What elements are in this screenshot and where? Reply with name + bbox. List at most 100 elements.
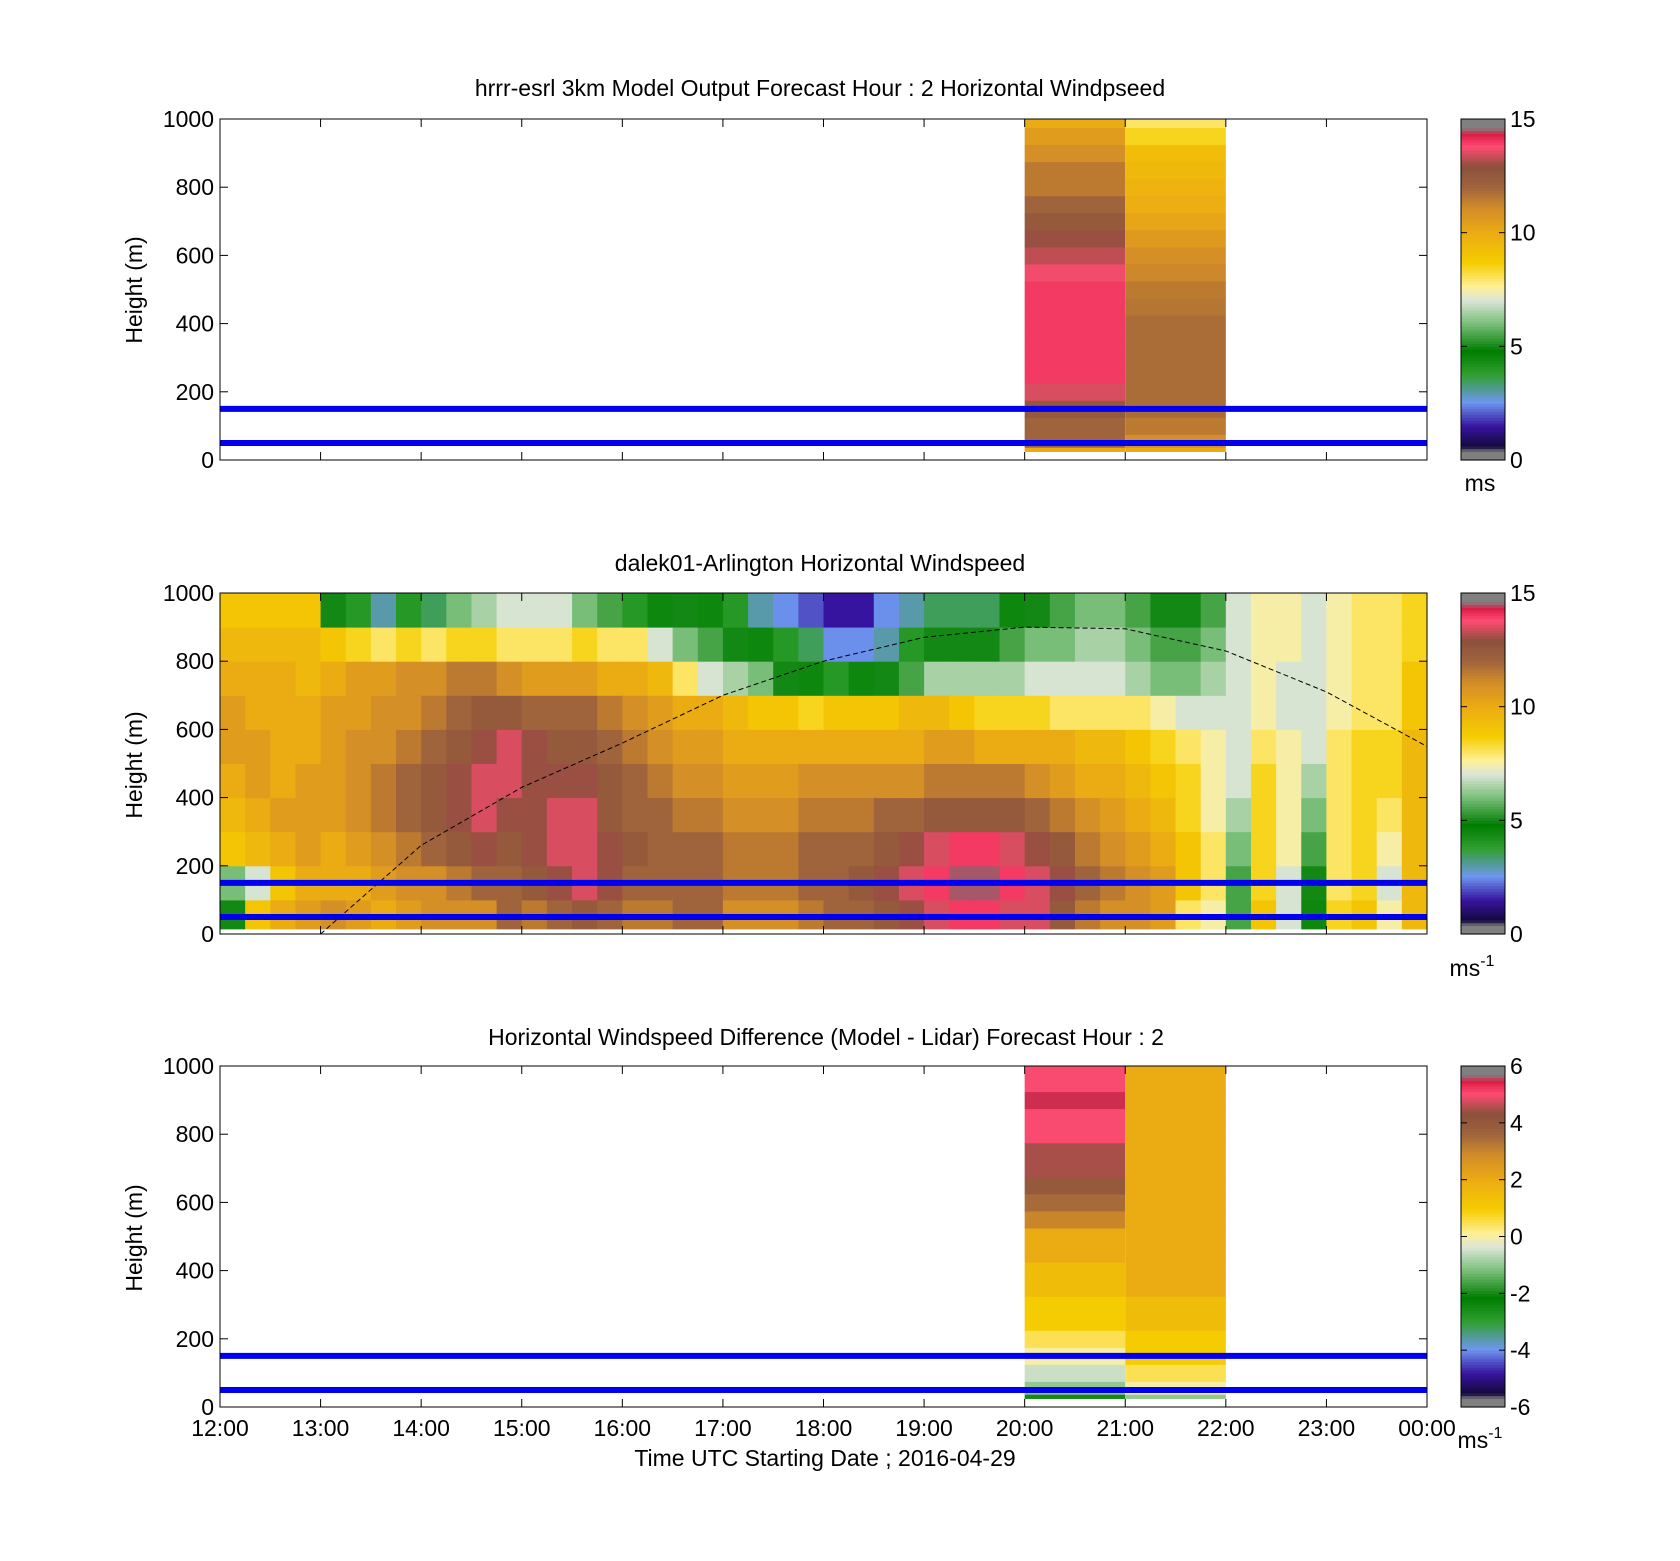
heatmap-cell (471, 729, 498, 764)
heatmap-cell (597, 763, 623, 799)
heatmap-cell (521, 695, 548, 730)
colorbar-swatch (1461, 1350, 1505, 1354)
heatmap-cell (1150, 593, 1177, 628)
colorbar-swatch (1461, 303, 1505, 308)
heatmap-cell (672, 695, 699, 730)
colorbar-swatch (1461, 346, 1505, 350)
heatmap-cell (1401, 627, 1428, 662)
colorbar-swatch (1461, 1242, 1505, 1246)
heatmap-cell (1024, 1313, 1126, 1331)
colorbar-swatch (1461, 161, 1505, 166)
heatmap-cell (1125, 1193, 1226, 1212)
heatmap-cell (1276, 661, 1302, 696)
colorbar-swatch (1461, 1333, 1505, 1337)
colorbar-swatch (1461, 1191, 1505, 1195)
heatmap-cell (1125, 1227, 1226, 1246)
colorbar-swatch (1461, 1068, 1505, 1073)
colorbar-swatch (1461, 431, 1505, 436)
heatmap-cell (1351, 627, 1378, 662)
colorbar-swatch (1461, 232, 1505, 237)
heatmap-cell (773, 695, 799, 730)
heatmap-cell (949, 627, 975, 662)
colorbar-swatch (1461, 604, 1505, 608)
heatmap-cell (597, 831, 623, 867)
heatmap-cell (1024, 797, 1051, 833)
colorbar-swatch (1461, 283, 1505, 288)
heatmap-cell (421, 797, 447, 833)
colorbar-swatch (1461, 1185, 1505, 1189)
lidar-heatmap (220, 593, 1428, 930)
colorbar-swatch (1461, 729, 1505, 733)
colorbar-swatch (1461, 354, 1505, 359)
heatmap-cell (295, 763, 322, 799)
heatmap-cell (1376, 729, 1403, 764)
heatmap-cell (1125, 1330, 1226, 1348)
colorbar-swatch (1461, 414, 1505, 418)
heatmap-cell (873, 797, 900, 833)
colorbar-swatch (1461, 1119, 1505, 1124)
colorbar-swatch (1461, 215, 1505, 220)
heatmap-cell (1024, 119, 1126, 129)
model-y-axis: 0 200 400 600 800 1000 (163, 106, 1427, 473)
colorbar-swatch (1461, 862, 1505, 867)
colorbar-swatch (1461, 167, 1505, 171)
colorbar-swatch (1461, 678, 1505, 682)
y-tick-label: 1000 (163, 580, 214, 606)
heatmap-cell (1351, 593, 1378, 628)
y-tick-label: 600 (176, 242, 214, 268)
colorbar-swatch (1461, 706, 1505, 711)
heatmap-cell (1125, 831, 1151, 867)
colorbar-swatch (1461, 1171, 1505, 1175)
heatmap-cell (1024, 332, 1126, 350)
y-tick-label: 1000 (163, 106, 214, 132)
heatmap-cell (1250, 627, 1277, 662)
heatmap-cell (1250, 729, 1277, 764)
colorbar-tick-label: 5 (1510, 333, 1523, 359)
heatmap-cell (396, 831, 422, 867)
colorbar-swatch (1461, 1156, 1505, 1161)
heatmap-cell (1024, 212, 1126, 231)
y-tick-label: 1000 (163, 1053, 214, 1079)
heatmap-cell (798, 593, 824, 628)
colorbar-swatch (1461, 181, 1505, 185)
heatmap-cell (421, 763, 447, 799)
heatmap-cell (1326, 593, 1353, 628)
heatmap-cell (1074, 661, 1101, 696)
heatmap-cell (370, 831, 397, 867)
colorbar-swatch (1461, 666, 1505, 671)
heatmap-cell (1100, 729, 1126, 764)
heatmap-cell (1074, 627, 1101, 662)
colorbar-swatch (1461, 1074, 1505, 1078)
heatmap-cell (320, 797, 347, 833)
heatmap-cell (1326, 695, 1353, 730)
heatmap-cell (1175, 763, 1202, 799)
heatmap-cell (622, 763, 648, 799)
colorbar-swatch (1461, 1125, 1505, 1130)
heatmap-cell (773, 831, 799, 867)
heatmap-cell (1200, 831, 1227, 867)
colorbar-swatch (1461, 627, 1505, 631)
colorbar-swatch (1461, 241, 1505, 245)
heatmap-cell (546, 729, 573, 764)
y-tick-label: 400 (176, 1258, 214, 1284)
heatmap-cell (572, 695, 598, 730)
colorbar-swatch (1461, 598, 1505, 603)
colorbar-swatch (1461, 1162, 1505, 1167)
colorbar-swatch (1461, 655, 1505, 659)
colorbar-swatch (1461, 916, 1505, 921)
heatmap-cell (597, 627, 623, 662)
heatmap-cell (722, 729, 749, 764)
heatmap-cell (1125, 1245, 1226, 1263)
heatmap-cell (1326, 797, 1353, 833)
heatmap-cell (220, 695, 246, 730)
colorbar-swatch (1461, 1145, 1505, 1150)
colorbar-swatch (1461, 371, 1505, 376)
heatmap-cell (823, 661, 850, 696)
colorbar-swatch (1461, 675, 1505, 679)
heatmap-cell (421, 729, 447, 764)
heatmap-cell (1125, 144, 1226, 163)
colorbar-swatch (1461, 457, 1505, 461)
colorbar-swatch (1461, 315, 1505, 319)
heatmap-cell (748, 695, 774, 730)
